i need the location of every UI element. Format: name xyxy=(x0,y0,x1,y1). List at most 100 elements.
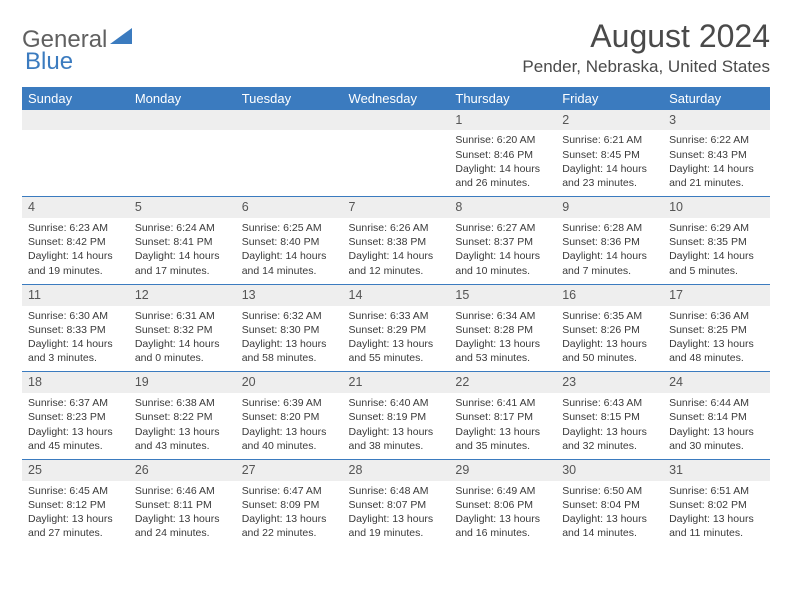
day-number-cell: 19 xyxy=(129,372,236,393)
day-detail-cell xyxy=(343,130,450,196)
daylight-line2: and 27 minutes. xyxy=(28,526,123,540)
daylight-line2: and 24 minutes. xyxy=(135,526,230,540)
weekday-header: Wednesday xyxy=(343,87,450,110)
day-detail-cell: Sunrise: 6:33 AMSunset: 8:29 PMDaylight:… xyxy=(343,306,450,372)
sunset-line: Sunset: 8:45 PM xyxy=(562,148,657,162)
daylight-line2: and 7 minutes. xyxy=(562,264,657,278)
day-number-cell xyxy=(236,110,343,131)
daylight-line1: Daylight: 14 hours xyxy=(349,249,444,263)
daylight-line1: Daylight: 13 hours xyxy=(669,337,764,351)
sunrise-line: Sunrise: 6:30 AM xyxy=(28,309,123,323)
day-detail-cell: Sunrise: 6:30 AMSunset: 8:33 PMDaylight:… xyxy=(22,306,129,372)
day-detail-row: Sunrise: 6:23 AMSunset: 8:42 PMDaylight:… xyxy=(22,218,770,284)
day-number-cell: 4 xyxy=(22,197,129,218)
sunrise-line: Sunrise: 6:47 AM xyxy=(242,484,337,498)
daylight-line2: and 11 minutes. xyxy=(669,526,764,540)
day-detail-row: Sunrise: 6:45 AMSunset: 8:12 PMDaylight:… xyxy=(22,481,770,547)
day-detail-cell: Sunrise: 6:35 AMSunset: 8:26 PMDaylight:… xyxy=(556,306,663,372)
daylight-line2: and 14 minutes. xyxy=(242,264,337,278)
sunset-line: Sunset: 8:35 PM xyxy=(669,235,764,249)
sunset-line: Sunset: 8:33 PM xyxy=(28,323,123,337)
day-detail-row: Sunrise: 6:37 AMSunset: 8:23 PMDaylight:… xyxy=(22,393,770,459)
day-number-cell: 29 xyxy=(449,459,556,480)
sunrise-line: Sunrise: 6:21 AM xyxy=(562,133,657,147)
daylight-line1: Daylight: 13 hours xyxy=(455,337,550,351)
daylight-line1: Daylight: 14 hours xyxy=(28,249,123,263)
daylight-line1: Daylight: 14 hours xyxy=(135,337,230,351)
sunset-line: Sunset: 8:17 PM xyxy=(455,410,550,424)
sunset-line: Sunset: 8:29 PM xyxy=(349,323,444,337)
sunset-line: Sunset: 8:42 PM xyxy=(28,235,123,249)
calendar-body: 123Sunrise: 6:20 AMSunset: 8:46 PMDaylig… xyxy=(22,110,770,547)
daylight-line2: and 30 minutes. xyxy=(669,439,764,453)
sunrise-line: Sunrise: 6:33 AM xyxy=(349,309,444,323)
day-detail-cell: Sunrise: 6:37 AMSunset: 8:23 PMDaylight:… xyxy=(22,393,129,459)
sunset-line: Sunset: 8:19 PM xyxy=(349,410,444,424)
day-detail-cell: Sunrise: 6:38 AMSunset: 8:22 PMDaylight:… xyxy=(129,393,236,459)
day-number-cell xyxy=(343,110,450,131)
sunset-line: Sunset: 8:41 PM xyxy=(135,235,230,249)
day-number-row: 45678910 xyxy=(22,197,770,218)
daylight-line2: and 14 minutes. xyxy=(562,526,657,540)
day-number-cell: 1 xyxy=(449,110,556,131)
daylight-line2: and 16 minutes. xyxy=(455,526,550,540)
daylight-line1: Daylight: 13 hours xyxy=(562,425,657,439)
day-detail-cell: Sunrise: 6:32 AMSunset: 8:30 PMDaylight:… xyxy=(236,306,343,372)
day-number-cell: 31 xyxy=(663,459,770,480)
day-number-row: 123 xyxy=(22,110,770,131)
daylight-line2: and 10 minutes. xyxy=(455,264,550,278)
daylight-line2: and 53 minutes. xyxy=(455,351,550,365)
sunrise-line: Sunrise: 6:38 AM xyxy=(135,396,230,410)
sunset-line: Sunset: 8:23 PM xyxy=(28,410,123,424)
weekday-row: Sunday Monday Tuesday Wednesday Thursday… xyxy=(22,87,770,110)
daylight-line1: Daylight: 14 hours xyxy=(135,249,230,263)
page-header: General August 2024 Pender, Nebraska, Un… xyxy=(22,20,770,77)
daylight-line1: Daylight: 13 hours xyxy=(28,512,123,526)
sunrise-line: Sunrise: 6:24 AM xyxy=(135,221,230,235)
day-number-cell: 25 xyxy=(22,459,129,480)
day-detail-cell: Sunrise: 6:28 AMSunset: 8:36 PMDaylight:… xyxy=(556,218,663,284)
sunrise-line: Sunrise: 6:41 AM xyxy=(455,396,550,410)
day-detail-cell: Sunrise: 6:26 AMSunset: 8:38 PMDaylight:… xyxy=(343,218,450,284)
day-detail-cell: Sunrise: 6:34 AMSunset: 8:28 PMDaylight:… xyxy=(449,306,556,372)
daylight-line2: and 55 minutes. xyxy=(349,351,444,365)
day-number-cell: 2 xyxy=(556,110,663,131)
day-detail-cell: Sunrise: 6:25 AMSunset: 8:40 PMDaylight:… xyxy=(236,218,343,284)
calendar-head: Sunday Monday Tuesday Wednesday Thursday… xyxy=(22,87,770,110)
calendar-table: Sunday Monday Tuesday Wednesday Thursday… xyxy=(22,87,770,547)
sunrise-line: Sunrise: 6:25 AM xyxy=(242,221,337,235)
weekday-header: Sunday xyxy=(22,87,129,110)
daylight-line1: Daylight: 13 hours xyxy=(669,425,764,439)
daylight-line2: and 12 minutes. xyxy=(349,264,444,278)
sunrise-line: Sunrise: 6:28 AM xyxy=(562,221,657,235)
sunrise-line: Sunrise: 6:35 AM xyxy=(562,309,657,323)
day-number-cell: 24 xyxy=(663,372,770,393)
daylight-line1: Daylight: 13 hours xyxy=(349,337,444,351)
sunrise-line: Sunrise: 6:31 AM xyxy=(135,309,230,323)
daylight-line2: and 32 minutes. xyxy=(562,439,657,453)
sunrise-line: Sunrise: 6:45 AM xyxy=(28,484,123,498)
day-detail-cell xyxy=(129,130,236,196)
sunrise-line: Sunrise: 6:32 AM xyxy=(242,309,337,323)
day-number-cell: 8 xyxy=(449,197,556,218)
daylight-line1: Daylight: 13 hours xyxy=(349,512,444,526)
sunset-line: Sunset: 8:28 PM xyxy=(455,323,550,337)
weekday-header: Friday xyxy=(556,87,663,110)
sunset-line: Sunset: 8:46 PM xyxy=(455,148,550,162)
sunset-line: Sunset: 8:04 PM xyxy=(562,498,657,512)
day-number-cell: 17 xyxy=(663,284,770,305)
day-number-row: 11121314151617 xyxy=(22,284,770,305)
daylight-line1: Daylight: 14 hours xyxy=(562,249,657,263)
sunrise-line: Sunrise: 6:26 AM xyxy=(349,221,444,235)
day-number-cell: 5 xyxy=(129,197,236,218)
day-detail-cell: Sunrise: 6:23 AMSunset: 8:42 PMDaylight:… xyxy=(22,218,129,284)
daylight-line2: and 0 minutes. xyxy=(135,351,230,365)
daylight-line2: and 50 minutes. xyxy=(562,351,657,365)
sunrise-line: Sunrise: 6:46 AM xyxy=(135,484,230,498)
day-detail-cell: Sunrise: 6:21 AMSunset: 8:45 PMDaylight:… xyxy=(556,130,663,196)
sunset-line: Sunset: 8:11 PM xyxy=(135,498,230,512)
daylight-line1: Daylight: 13 hours xyxy=(455,512,550,526)
daylight-line1: Daylight: 13 hours xyxy=(242,337,337,351)
sunrise-line: Sunrise: 6:23 AM xyxy=(28,221,123,235)
daylight-line1: Daylight: 14 hours xyxy=(455,162,550,176)
